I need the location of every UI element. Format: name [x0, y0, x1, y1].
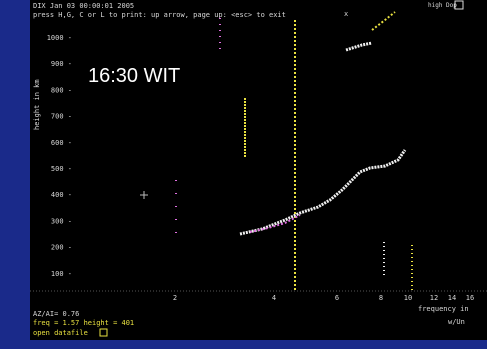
cursor-text: freq = 1.57 height = 401 [33, 319, 134, 327]
x-tick-label: 4 [272, 294, 276, 302]
x-tick-label: 8 [379, 294, 383, 302]
y-tick-label: 200 - [51, 244, 72, 252]
screen: DIX Jan 03 00:00:01 2005 x high Dop pres… [0, 0, 487, 349]
y-tick-label: 1000 - [47, 34, 72, 42]
y-tick-label: 100 - [51, 270, 72, 278]
y-tick-label: 500 - [51, 165, 72, 173]
y-tick-label: 600 - [51, 139, 72, 147]
y-axis-label: height in km [33, 79, 41, 130]
x-tick-label: 12 [430, 294, 438, 302]
x-tick-label: 2 [173, 294, 177, 302]
x-axis-units: w/Un [448, 318, 465, 326]
x-tick-label: 16 [466, 294, 474, 302]
toggle-label: high Dop [428, 2, 457, 9]
overlay-time: 16:30 WIT [88, 65, 180, 87]
plot-window [30, 0, 487, 340]
ratio-text: AZ/AI= 0.76 [33, 310, 79, 318]
x-tick-label: 10 [404, 294, 412, 302]
x-tick-label: 14 [448, 294, 456, 302]
help-text: press H,G, C or L to print: up arrow, pa… [33, 11, 286, 19]
page: {"header": {"station": "DIX Jan 03 00:00… [0, 0, 487, 349]
station-title: DIX Jan 03 00:00:01 2005 [33, 2, 134, 10]
y-tick-label: 700 - [51, 113, 72, 121]
close-button[interactable]: x [344, 10, 348, 18]
x-axis-label: frequency in [418, 305, 469, 313]
y-tick-label: 800 - [51, 86, 72, 94]
y-tick-label: 400 - [51, 191, 72, 199]
y-tick-label: 900 - [51, 60, 72, 68]
x-tick-label: 6 [335, 294, 339, 302]
y-tick-label: 300 - [51, 217, 72, 225]
open-datafile[interactable]: open datafile [33, 329, 88, 337]
